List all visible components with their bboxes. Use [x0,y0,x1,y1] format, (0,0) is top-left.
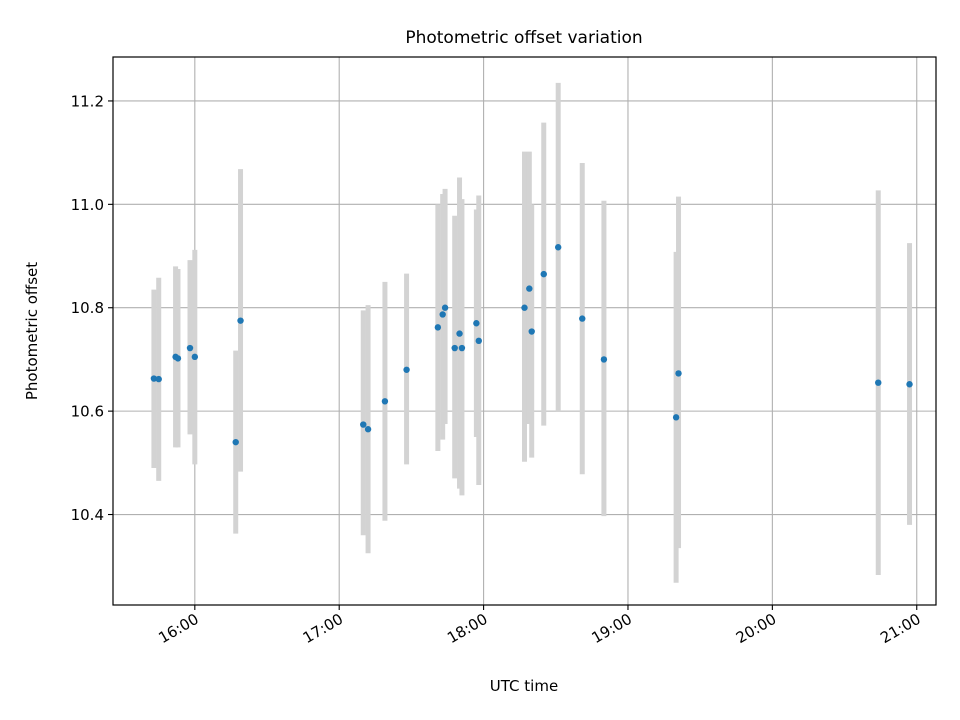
data-point [875,379,882,386]
y-axis-ticks: 10.4 10.6 10.8 11.0 11.2 [71,92,113,524]
data-point [451,344,458,352]
data-point [526,285,533,292]
data-point [403,366,410,373]
data-point [600,356,608,363]
y-tick-label: 10.8 [71,299,104,317]
y-axis-label: Photometric offset [23,262,41,400]
y-tick-label: 11.0 [71,196,104,214]
data-point [473,320,480,327]
data-point [232,438,239,446]
plot-frame [112,56,937,606]
data-point [475,337,482,345]
data-point [458,344,466,352]
data-point [237,317,244,324]
x-axis-label: UTC time [490,677,558,695]
data-point [441,304,449,311]
data-point [528,328,535,335]
data-point [150,375,158,382]
data-points [150,244,913,446]
data-point [360,421,367,428]
data-point [186,344,194,352]
data-point [381,398,389,405]
data-point [906,381,913,388]
data-point [675,370,682,377]
data-point [364,426,372,433]
y-tick-label: 11.2 [71,92,104,110]
data-point [439,311,446,318]
y-tick-label: 10.6 [71,403,104,421]
chart-title: Photometric offset variation [405,28,642,48]
y-tick-label: 10.4 [71,506,104,524]
data-point [191,353,199,361]
data-point [554,244,562,251]
data-point [155,375,162,383]
data-point [672,414,680,421]
data-point [174,355,182,362]
data-point [456,330,463,337]
data-point [521,304,528,311]
data-point [579,315,586,322]
data-point [540,270,547,278]
data-point [434,324,442,331]
